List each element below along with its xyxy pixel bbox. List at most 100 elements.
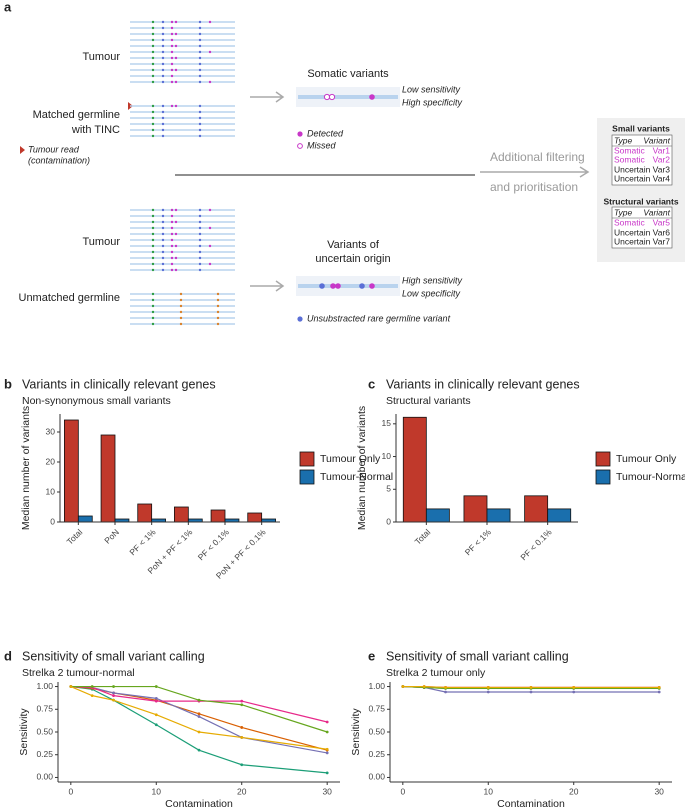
- table-header: Type: [614, 135, 633, 145]
- read-variant: [174, 32, 178, 36]
- read-variant: [174, 20, 178, 24]
- read-variant: [208, 262, 212, 266]
- point: [154, 685, 158, 688]
- y-tick-label: 0.25: [368, 749, 385, 759]
- read-variant: [151, 316, 155, 320]
- read-variant: [151, 226, 155, 230]
- table-header: Variant: [643, 207, 670, 217]
- read-variant: [151, 116, 155, 120]
- legend-swatch: [299, 451, 315, 467]
- read-variant: [198, 50, 202, 54]
- read-variant: [170, 74, 174, 78]
- point: [197, 698, 201, 702]
- panel-label: e: [368, 648, 375, 663]
- point: [90, 685, 94, 688]
- bar: [486, 508, 511, 523]
- point: [197, 715, 201, 718]
- point: [112, 685, 115, 688]
- bar: [425, 508, 450, 523]
- read-variant: [174, 244, 178, 248]
- read-variant: [151, 20, 155, 24]
- table-cell: Uncertain: [614, 227, 651, 237]
- y-tick-label: 30: [46, 426, 56, 436]
- read-variant: [170, 38, 174, 42]
- y-axis-label: Sensitivity: [350, 708, 362, 756]
- point: [486, 686, 490, 689]
- point: [112, 698, 115, 702]
- point: [240, 703, 244, 707]
- read-variant: [161, 56, 165, 60]
- note: (contamination): [28, 155, 90, 165]
- read-variant: [198, 134, 202, 138]
- read-variant: [208, 244, 212, 248]
- legend-text: Unsubstracted rare germline variant: [307, 313, 451, 323]
- read-variant: [151, 292, 155, 296]
- y-tick-label: 20: [46, 456, 56, 466]
- table-header: Variant: [643, 135, 670, 145]
- read-variant: [161, 110, 165, 114]
- bar: [77, 515, 93, 523]
- point: [529, 686, 533, 689]
- read-variant: [151, 304, 155, 308]
- read-variant: [198, 244, 202, 248]
- read-variant: [161, 74, 165, 78]
- row-label: Matched germline: [33, 109, 120, 121]
- point: [486, 690, 490, 694]
- read-variant: [208, 20, 212, 24]
- point: [325, 730, 329, 734]
- point: [197, 712, 201, 716]
- x-tick-label: 20: [237, 786, 247, 796]
- x-tick-label: 20: [569, 786, 579, 796]
- point: [154, 699, 158, 703]
- x-tick-label: PF < 1%: [127, 527, 158, 558]
- x-tick-label: 0: [400, 786, 405, 796]
- table-cell: Var6: [653, 227, 671, 237]
- read-variant: [161, 134, 165, 138]
- read-variant: [216, 316, 220, 320]
- chart-subtitle: Strelka 2 tumour-normal: [22, 667, 135, 679]
- point: [154, 713, 158, 717]
- note: Tumour read: [28, 144, 80, 154]
- read-variant: [151, 208, 155, 212]
- read-variant: [174, 56, 178, 60]
- read-variant: [198, 32, 202, 36]
- read-variant: [216, 292, 220, 296]
- read-variant: [174, 256, 178, 260]
- chart-title: Variants in clinically relevant genes: [386, 377, 580, 391]
- read-variant: [198, 256, 202, 260]
- read-variant: [208, 208, 212, 212]
- point: [240, 699, 244, 703]
- read-variant: [216, 322, 220, 326]
- read-variant: [161, 38, 165, 42]
- y-tick-label: 10: [382, 451, 392, 461]
- point: [325, 747, 329, 751]
- read-variant: [198, 208, 202, 212]
- chart-title: Sensitivity of small variant calling: [386, 649, 569, 663]
- read-variant: [170, 268, 174, 272]
- point: [90, 694, 94, 698]
- row-label: Unmatched germline: [19, 292, 121, 304]
- read-variant: [161, 104, 165, 108]
- read-variant: [198, 80, 202, 84]
- point: [112, 691, 115, 695]
- table: [611, 134, 673, 186]
- read-variant: [198, 44, 202, 48]
- y-tick-label: 0.50: [368, 726, 385, 736]
- note: Low specificity: [402, 288, 461, 298]
- x-tick-label: PF < 0.1%: [518, 527, 554, 563]
- read-variant: [170, 62, 174, 66]
- read-variant: [174, 44, 178, 48]
- point: [240, 763, 244, 767]
- point: [240, 726, 244, 729]
- bar: [463, 495, 488, 523]
- y-tick-label: 0.00: [368, 772, 385, 782]
- read-variant: [198, 68, 202, 72]
- read-variant: [151, 268, 155, 272]
- read-variant: [151, 62, 155, 66]
- read-variant: [151, 104, 155, 108]
- table-cell: Var4: [653, 173, 671, 183]
- read-variant: [174, 268, 178, 272]
- row-label: with TINC: [71, 124, 120, 136]
- read-variant: [161, 256, 165, 260]
- x-tick-label: PoN: [102, 527, 121, 546]
